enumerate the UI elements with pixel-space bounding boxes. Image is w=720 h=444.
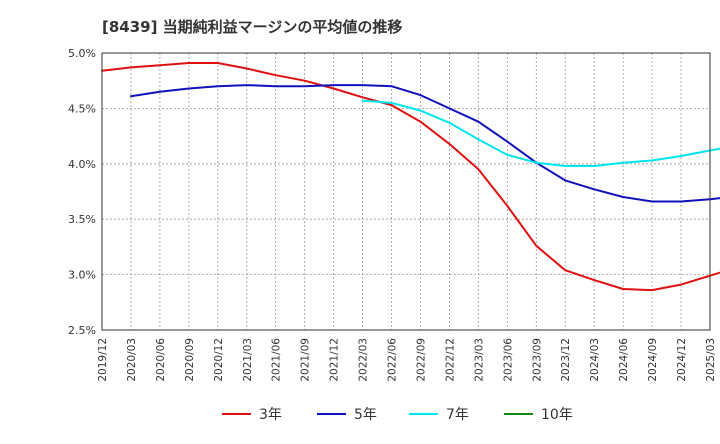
y-tick-label: 2.5% xyxy=(68,324,96,337)
x-tick-label: 2021/09 xyxy=(300,338,312,382)
series-line xyxy=(361,99,720,167)
y-tick-label: 4.0% xyxy=(68,158,96,171)
x-tick-label: 2025/03 xyxy=(705,338,717,382)
x-tick-label: 2024/06 xyxy=(618,338,630,382)
y-tick-label: 4.5% xyxy=(68,102,96,115)
plot-frame xyxy=(101,52,711,331)
x-tick-label: 2024/09 xyxy=(647,338,659,382)
legend-label: 5年 xyxy=(354,407,377,423)
x-tick-label: 2021/06 xyxy=(271,338,283,382)
x-tick-label: 2020/03 xyxy=(126,338,138,382)
x-tick-label: 2020/12 xyxy=(213,338,225,382)
x-tick-label: 2022/09 xyxy=(415,338,427,382)
x-tick-label: 2021/03 xyxy=(242,338,254,382)
legend-label: 7年 xyxy=(446,407,469,423)
x-tick-label: 2020/06 xyxy=(155,338,167,382)
x-axis-ticks: 2019/12 2020/03 2020/06 2020/09 2020/12 2021/… xyxy=(97,338,717,382)
x-tick-label: 2019/12 xyxy=(97,338,109,382)
y-tick-label: 5.0% xyxy=(68,47,96,60)
series-lines xyxy=(101,62,720,292)
x-tick-label: 2023/03 xyxy=(473,338,485,382)
series-line xyxy=(101,62,720,292)
y-tick-label: 3.0% xyxy=(68,269,96,282)
x-tick-label: 2021/12 xyxy=(329,338,341,382)
y-axis-ticks: 2.5% 3.0% 3.5% 4.0% 4.5% 5.0% xyxy=(68,47,96,337)
legend: 3年 5年 7年 10年 xyxy=(222,407,573,423)
legend-label: 10年 xyxy=(541,407,573,423)
x-tick-label: 2023/09 xyxy=(531,338,543,382)
x-tick-label: 2023/12 xyxy=(560,338,572,382)
series-line xyxy=(130,84,720,203)
y-tick-label: 3.5% xyxy=(68,213,96,226)
x-tick-label: 2022/06 xyxy=(387,338,399,382)
x-tick-label: 2023/06 xyxy=(502,338,514,382)
chart-title: [8439] 当期純利益マージンの平均値の推移 xyxy=(102,18,402,36)
legend-label: 3年 xyxy=(259,407,282,423)
x-tick-label: 2024/03 xyxy=(589,338,601,382)
x-tick-label: 2022/03 xyxy=(358,338,370,382)
x-tick-label: 2020/09 xyxy=(184,338,196,382)
x-tick-label: 2022/12 xyxy=(444,338,456,382)
x-tick-label: 2024/12 xyxy=(676,338,688,382)
